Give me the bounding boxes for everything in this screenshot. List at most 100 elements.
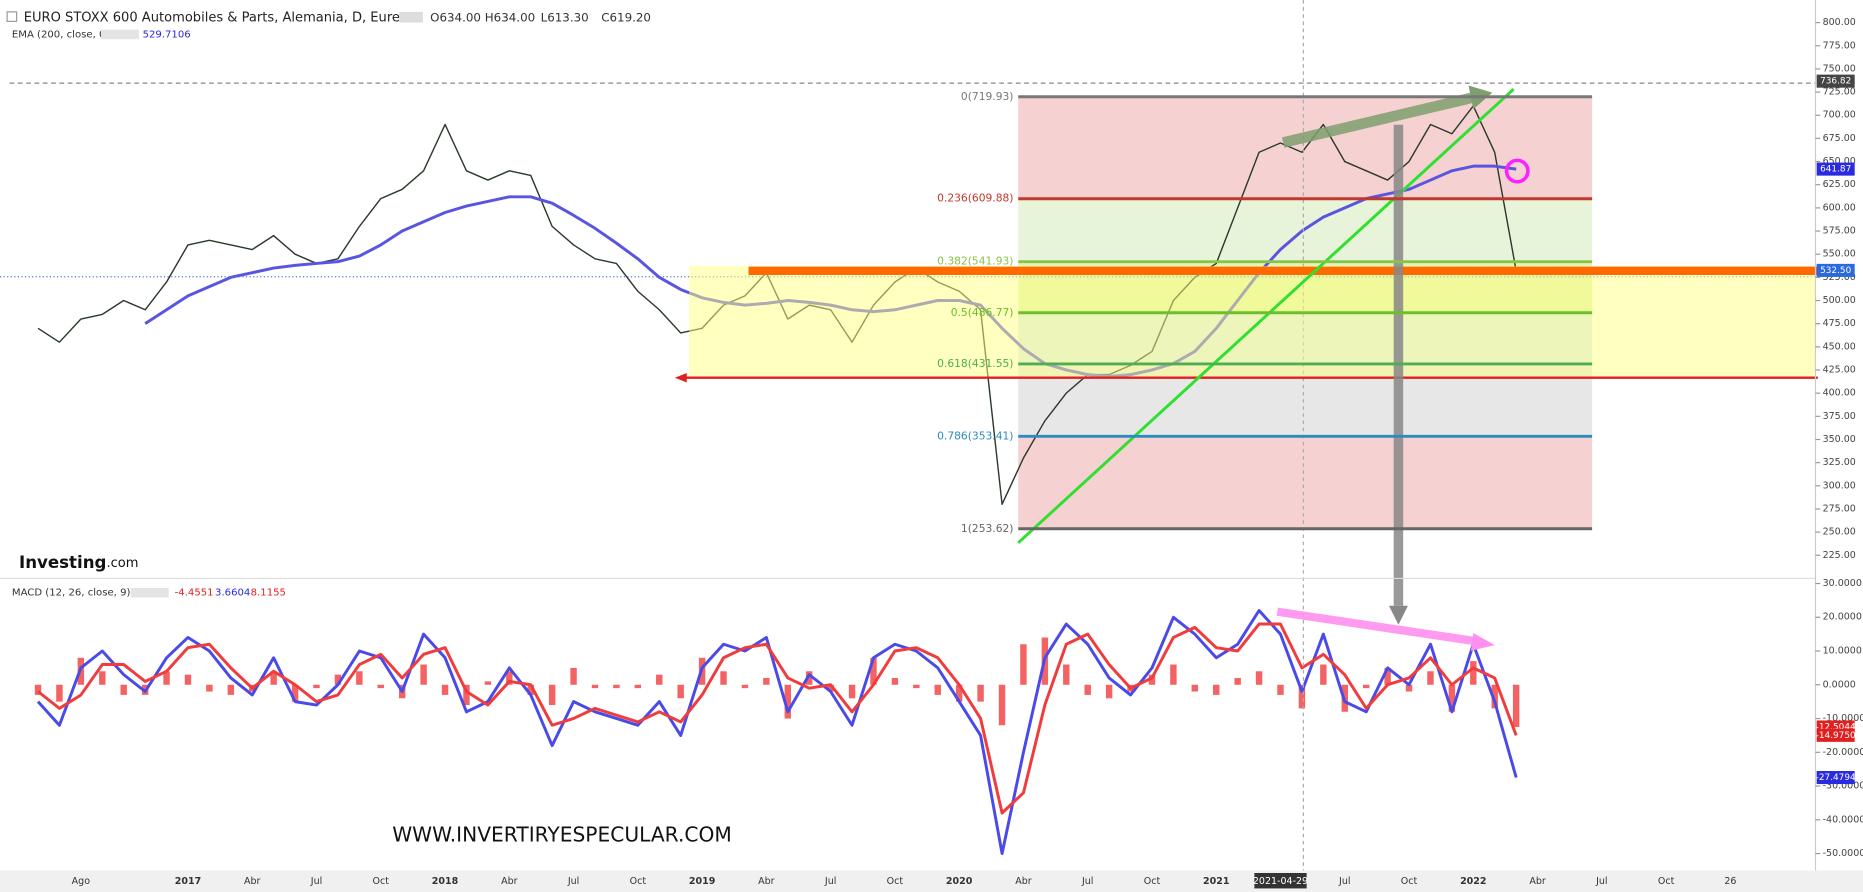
macd-histogram-bar <box>998 684 1006 726</box>
axis-marker <box>1816 74 1855 88</box>
y-tick-label: 700.00 <box>1823 110 1856 121</box>
x-tick-label: Abr <box>501 876 518 887</box>
macd-histogram-bar <box>1512 684 1520 727</box>
macd-histogram-bar <box>313 684 320 689</box>
y-tick-label: 725.00 <box>1823 87 1856 98</box>
macd-histogram-bar <box>613 684 620 689</box>
macd-histogram-bar <box>1362 684 1370 689</box>
x-tick-label: Jul <box>1338 876 1350 887</box>
macd-histogram-bar <box>1277 684 1284 695</box>
macd-histogram-bar <box>377 684 384 689</box>
axis-marker-label: -27.4794 <box>1816 773 1856 783</box>
y-tick-label: 20.0000 <box>1823 612 1862 623</box>
macd-legend: MACD (12, 26, close, 9) <box>12 588 131 599</box>
macd-histogram-bar <box>634 684 642 689</box>
x-tick-label: 2021-04-29 <box>1253 876 1308 887</box>
axis-marker-label: 641.87 <box>1820 165 1851 175</box>
macd-histogram-bar <box>720 671 727 685</box>
x-tick-label: Oct <box>630 876 647 887</box>
macd-histogram-bar <box>484 681 492 685</box>
axis-marker <box>1816 728 1855 742</box>
x-tick-label: 2018 <box>432 876 459 887</box>
ohlc-high: H634.00 <box>485 10 535 24</box>
macd-histogram-bar <box>806 671 813 685</box>
macd-histogram-bar <box>1298 684 1306 709</box>
header: EURO STOXX 600 Automobiles & Parts, Alem… <box>6 10 732 847</box>
axis-marker <box>1816 162 1855 176</box>
macd-histogram-bar <box>955 684 963 702</box>
y-tick-label: 250.00 <box>1823 527 1856 538</box>
macd-histogram-bar <box>270 671 277 685</box>
macd-histogram-bar <box>1384 667 1391 685</box>
y-tick-label: 375.00 <box>1823 411 1856 422</box>
macd-histogram-bar <box>99 671 106 685</box>
macd-histogram-bar <box>184 674 192 685</box>
macd-histogram-bar <box>1063 664 1070 685</box>
fib-zone <box>1018 436 1593 529</box>
macd-value: 3.6604 <box>215 588 250 599</box>
fib-label: 0.236(609.88) <box>937 192 1013 205</box>
ohlc-close: C619.20 <box>601 10 651 24</box>
x-tick-label: Abr <box>1529 876 1546 887</box>
ema-value: 529.7106 <box>143 29 191 40</box>
x-tick-label: 2017 <box>175 876 201 887</box>
macd-histogram-bar <box>1020 644 1027 685</box>
macd-histogram-bar <box>827 684 834 692</box>
y-tick-label: -30.0000 <box>1823 781 1863 792</box>
macd-histogram-bar <box>913 684 920 689</box>
fib-label: 0.382(541.93) <box>937 255 1013 268</box>
x-tick-label: Jul <box>567 876 579 887</box>
macd-histogram-bar <box>334 674 342 685</box>
divergence-arrow <box>1276 607 1478 646</box>
y-tick-label: 350.00 <box>1823 434 1856 445</box>
macd-histogram-bar <box>656 674 663 685</box>
x-tick-label: Ago <box>72 876 91 887</box>
macd-histogram-bar <box>677 684 684 699</box>
y-tick-label: -20.0000 <box>1823 747 1863 758</box>
axis-marker <box>1816 770 1855 785</box>
x-tick-label: 2022 <box>1460 876 1486 887</box>
x-tick-label: 2019 <box>689 876 715 887</box>
axis-marker <box>1816 263 1855 277</box>
x-tick-label: 2020 <box>946 876 973 887</box>
watermark: WWW.INVERTIRYESPECULAR.COM <box>392 823 732 847</box>
y-tick-label: 750.00 <box>1823 63 1856 74</box>
y-tick-label: 300.00 <box>1823 480 1856 491</box>
macd-histogram-bar <box>1148 674 1156 685</box>
x-tick-label: Oct <box>1144 876 1161 887</box>
toolbar-icons <box>100 29 140 40</box>
x-tick-label: Jul <box>824 876 836 887</box>
macd-histogram-bar <box>527 684 534 695</box>
arrow-head <box>1388 605 1408 625</box>
axis-marker-label: 532.50 <box>1820 266 1851 276</box>
trend-line <box>1017 87 1515 544</box>
logo-suffix: .com <box>106 555 138 570</box>
x-tick-label: Abr <box>758 876 775 887</box>
macd-histogram-bar <box>163 671 170 685</box>
y-tick-label: -40.0000 <box>1823 814 1863 825</box>
macd-histogram-bar <box>1448 684 1456 712</box>
x-tick-label: Jul <box>1081 876 1093 887</box>
macd-histogram-bar <box>784 684 792 719</box>
arrow-head <box>1470 633 1495 651</box>
y-tick-label: 575.00 <box>1823 226 1856 237</box>
x-axis-band <box>0 870 1863 892</box>
toolbar-icons <box>399 11 423 23</box>
x-tick-label: Abr <box>244 876 261 887</box>
macd-histogram-bar <box>56 684 63 702</box>
macd-histogram-bar <box>441 684 449 695</box>
y-tick-label: 675.00 <box>1823 133 1856 144</box>
fib-label: 0(719.93) <box>961 90 1014 103</box>
y-tick-label: 225.00 <box>1823 550 1856 561</box>
x-cursor-label-bg <box>1254 872 1307 889</box>
y-tick-label: 0.0000 <box>1823 679 1856 690</box>
macd-histogram-bar <box>1213 684 1220 695</box>
ema-legend: EMA (200, close, 0) <box>12 29 110 40</box>
ohlc-low: L613.30 <box>541 10 589 24</box>
macd-histogram-bar <box>420 664 427 685</box>
axis-marker-label: -14.9750 <box>1816 731 1856 741</box>
macd-histogram-bar <box>1470 661 1477 685</box>
y-tick-label: 475.00 <box>1823 318 1856 329</box>
x-tick-label: 2021 <box>1203 876 1229 887</box>
